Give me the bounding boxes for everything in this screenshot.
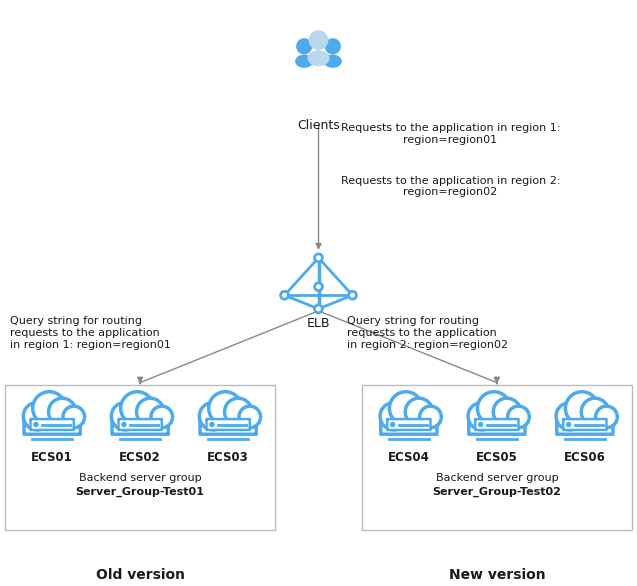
Text: Backend server group: Backend server group [79, 473, 201, 483]
FancyBboxPatch shape [31, 419, 74, 430]
Circle shape [596, 406, 617, 428]
Circle shape [33, 422, 39, 427]
Text: Query string for routing
requests to the application
in region 2: region=region0: Query string for routing requests to the… [347, 316, 508, 350]
FancyBboxPatch shape [381, 414, 437, 434]
Ellipse shape [308, 50, 329, 66]
Circle shape [566, 422, 571, 427]
Text: Old version: Old version [96, 568, 185, 582]
Text: ECS02: ECS02 [119, 451, 161, 464]
FancyBboxPatch shape [475, 419, 519, 430]
Circle shape [209, 391, 242, 425]
FancyBboxPatch shape [563, 419, 606, 430]
Circle shape [390, 422, 396, 427]
Circle shape [24, 403, 51, 430]
Text: ECS04: ECS04 [388, 451, 430, 464]
Circle shape [63, 406, 85, 428]
Text: Server_Group-Test02: Server_Group-Test02 [433, 487, 561, 497]
Bar [362, 384, 632, 530]
Circle shape [280, 291, 289, 299]
Text: ELB: ELB [307, 317, 330, 330]
Circle shape [315, 283, 322, 291]
Circle shape [556, 403, 583, 430]
Circle shape [239, 406, 261, 428]
Text: New version: New version [448, 568, 545, 582]
Text: ECS05: ECS05 [476, 451, 518, 464]
Circle shape [209, 422, 215, 427]
Circle shape [478, 422, 483, 427]
Text: ECS03: ECS03 [207, 451, 249, 464]
FancyBboxPatch shape [118, 419, 162, 430]
Ellipse shape [324, 54, 342, 68]
FancyBboxPatch shape [206, 419, 250, 430]
Ellipse shape [295, 54, 313, 68]
FancyBboxPatch shape [112, 414, 168, 434]
Circle shape [308, 30, 329, 50]
FancyBboxPatch shape [387, 419, 431, 430]
Circle shape [581, 398, 608, 425]
Circle shape [325, 38, 341, 54]
Circle shape [48, 398, 76, 425]
Circle shape [151, 406, 173, 428]
Text: Requests to the application in region 2:
region=region02: Requests to the application in region 2:… [341, 176, 561, 197]
Circle shape [315, 254, 322, 262]
Text: ECS01: ECS01 [31, 451, 73, 464]
Circle shape [121, 422, 127, 427]
Text: Backend server group: Backend server group [436, 473, 558, 483]
Circle shape [136, 398, 164, 425]
Circle shape [315, 305, 322, 313]
Text: Clients: Clients [297, 120, 340, 132]
Circle shape [468, 403, 496, 430]
Circle shape [405, 398, 433, 425]
Circle shape [199, 403, 227, 430]
Circle shape [389, 391, 422, 425]
Circle shape [224, 398, 252, 425]
Circle shape [296, 38, 312, 54]
Bar [5, 384, 275, 530]
Circle shape [111, 403, 139, 430]
Circle shape [120, 391, 154, 425]
FancyBboxPatch shape [557, 414, 613, 434]
Text: Server_Group-Test01: Server_Group-Test01 [76, 487, 204, 497]
Circle shape [508, 406, 529, 428]
Text: Query string for routing
requests to the application
in region 1: region=region0: Query string for routing requests to the… [10, 316, 171, 350]
Circle shape [420, 406, 441, 428]
Circle shape [32, 391, 66, 425]
FancyBboxPatch shape [469, 414, 525, 434]
Circle shape [477, 391, 510, 425]
Text: Requests to the application in region 1:
region=region01: Requests to the application in region 1:… [341, 123, 560, 145]
FancyBboxPatch shape [200, 414, 256, 434]
Circle shape [380, 403, 408, 430]
Circle shape [566, 391, 599, 425]
Circle shape [348, 291, 357, 299]
Text: ECS06: ECS06 [564, 451, 606, 464]
FancyBboxPatch shape [24, 414, 80, 434]
Circle shape [493, 398, 520, 425]
